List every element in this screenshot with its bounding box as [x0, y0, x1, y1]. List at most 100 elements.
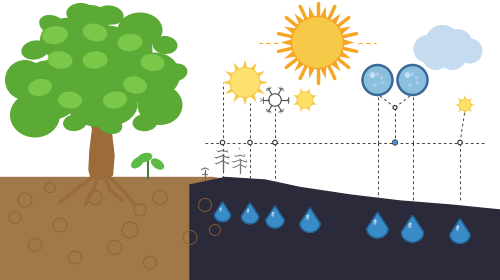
Circle shape: [458, 39, 482, 64]
Ellipse shape: [118, 34, 142, 51]
Circle shape: [248, 140, 252, 145]
Ellipse shape: [246, 209, 249, 213]
Ellipse shape: [272, 212, 274, 217]
Polygon shape: [331, 61, 340, 71]
Circle shape: [414, 35, 442, 63]
Polygon shape: [306, 107, 310, 112]
Polygon shape: [225, 71, 234, 77]
Polygon shape: [260, 80, 268, 85]
Polygon shape: [294, 61, 304, 71]
Circle shape: [408, 83, 412, 87]
Ellipse shape: [52, 25, 152, 115]
Ellipse shape: [159, 94, 181, 111]
Ellipse shape: [82, 51, 108, 69]
Polygon shape: [458, 98, 462, 102]
Polygon shape: [284, 26, 296, 34]
Polygon shape: [234, 94, 239, 102]
Ellipse shape: [33, 106, 57, 124]
Ellipse shape: [96, 5, 124, 25]
Circle shape: [459, 99, 471, 111]
Polygon shape: [250, 94, 256, 102]
Polygon shape: [340, 51, 351, 59]
Polygon shape: [468, 98, 472, 102]
Polygon shape: [344, 39, 354, 46]
Circle shape: [393, 106, 397, 109]
Circle shape: [409, 222, 412, 225]
Circle shape: [406, 74, 409, 78]
Circle shape: [442, 29, 472, 59]
Circle shape: [248, 209, 250, 211]
Polygon shape: [0, 178, 275, 280]
Ellipse shape: [68, 83, 138, 127]
Ellipse shape: [70, 5, 110, 35]
Polygon shape: [280, 39, 291, 46]
Circle shape: [415, 76, 418, 79]
Ellipse shape: [22, 40, 48, 60]
Polygon shape: [340, 26, 351, 34]
Polygon shape: [300, 208, 320, 232]
Polygon shape: [306, 88, 310, 93]
Ellipse shape: [456, 226, 459, 231]
Ellipse shape: [5, 60, 45, 100]
Circle shape: [458, 140, 462, 145]
Polygon shape: [266, 206, 284, 228]
Polygon shape: [300, 107, 304, 112]
Ellipse shape: [138, 153, 152, 162]
Polygon shape: [367, 213, 388, 238]
Ellipse shape: [16, 96, 40, 114]
Polygon shape: [320, 6, 326, 18]
Ellipse shape: [18, 60, 82, 120]
Circle shape: [220, 140, 225, 145]
Ellipse shape: [220, 207, 222, 212]
Ellipse shape: [162, 63, 188, 82]
Circle shape: [457, 225, 459, 228]
Circle shape: [362, 65, 392, 95]
Ellipse shape: [8, 65, 32, 85]
Ellipse shape: [374, 220, 376, 225]
Circle shape: [438, 42, 466, 70]
Ellipse shape: [63, 114, 87, 131]
Circle shape: [230, 67, 260, 97]
Polygon shape: [308, 67, 315, 79]
Ellipse shape: [58, 92, 82, 109]
Ellipse shape: [151, 158, 164, 170]
Polygon shape: [242, 203, 258, 224]
Ellipse shape: [152, 36, 178, 54]
Polygon shape: [234, 63, 239, 71]
Polygon shape: [294, 13, 304, 24]
Polygon shape: [284, 51, 296, 59]
Circle shape: [371, 74, 374, 78]
Ellipse shape: [66, 3, 94, 22]
Ellipse shape: [118, 13, 162, 48]
Polygon shape: [312, 95, 317, 99]
Ellipse shape: [130, 53, 180, 97]
Ellipse shape: [131, 157, 144, 169]
Ellipse shape: [132, 114, 158, 131]
Circle shape: [392, 140, 398, 145]
Circle shape: [220, 207, 222, 209]
Polygon shape: [190, 178, 500, 280]
Polygon shape: [468, 108, 472, 112]
Polygon shape: [450, 219, 470, 243]
Polygon shape: [293, 95, 298, 99]
Circle shape: [297, 92, 313, 108]
Ellipse shape: [10, 92, 60, 137]
Polygon shape: [331, 13, 340, 24]
Circle shape: [422, 42, 450, 70]
Ellipse shape: [48, 51, 72, 69]
Polygon shape: [243, 60, 247, 68]
Circle shape: [411, 72, 414, 76]
Polygon shape: [464, 95, 466, 99]
Polygon shape: [89, 115, 114, 179]
Circle shape: [273, 140, 277, 145]
Ellipse shape: [140, 54, 164, 71]
Polygon shape: [256, 71, 265, 77]
Polygon shape: [222, 80, 230, 85]
Circle shape: [376, 72, 380, 76]
Circle shape: [292, 17, 344, 69]
Circle shape: [307, 214, 309, 217]
Circle shape: [398, 65, 428, 95]
Ellipse shape: [128, 13, 152, 32]
Ellipse shape: [98, 116, 122, 134]
Ellipse shape: [42, 26, 68, 44]
